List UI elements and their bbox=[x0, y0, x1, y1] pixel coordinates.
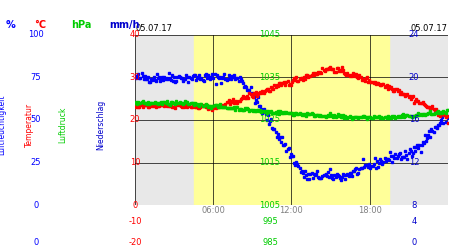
Text: 75: 75 bbox=[31, 73, 41, 82]
Text: 0: 0 bbox=[132, 200, 138, 209]
Text: 24: 24 bbox=[409, 30, 419, 40]
Text: 12: 12 bbox=[409, 158, 419, 167]
Text: 20: 20 bbox=[409, 73, 419, 82]
Text: 25: 25 bbox=[31, 158, 41, 167]
Text: mm/h: mm/h bbox=[109, 20, 140, 30]
Text: 0: 0 bbox=[33, 200, 39, 209]
Text: -10: -10 bbox=[128, 218, 142, 226]
Text: 05.07.17: 05.07.17 bbox=[411, 24, 448, 33]
Text: 1005: 1005 bbox=[260, 200, 280, 209]
Bar bbox=[194, 35, 389, 205]
Text: 05.07.17: 05.07.17 bbox=[135, 24, 172, 33]
Text: %: % bbox=[6, 20, 16, 30]
Text: 8: 8 bbox=[411, 200, 417, 209]
Text: 1035: 1035 bbox=[260, 73, 280, 82]
Text: Niederschlag: Niederschlag bbox=[97, 100, 106, 150]
Text: 30: 30 bbox=[130, 73, 140, 82]
Text: -20: -20 bbox=[128, 238, 142, 247]
Text: 16: 16 bbox=[409, 116, 419, 124]
Text: 10: 10 bbox=[130, 158, 140, 167]
Text: Luftdruck: Luftdruck bbox=[58, 107, 68, 143]
Text: 1015: 1015 bbox=[260, 158, 280, 167]
Text: 995: 995 bbox=[262, 218, 278, 226]
Text: °C: °C bbox=[35, 20, 46, 30]
Text: 1045: 1045 bbox=[260, 30, 280, 40]
Text: 1025: 1025 bbox=[260, 116, 280, 124]
Text: Temperatur: Temperatur bbox=[25, 103, 34, 147]
Text: 20: 20 bbox=[130, 116, 140, 124]
Text: 40: 40 bbox=[130, 30, 140, 40]
Text: 985: 985 bbox=[262, 238, 278, 247]
Text: 50: 50 bbox=[31, 116, 41, 124]
Text: 4: 4 bbox=[411, 218, 417, 226]
Text: hPa: hPa bbox=[71, 20, 91, 30]
Text: Luftfeuchtigkeit: Luftfeuchtigkeit bbox=[0, 95, 7, 155]
Text: 0: 0 bbox=[33, 238, 39, 247]
Text: 0: 0 bbox=[411, 238, 417, 247]
Text: 100: 100 bbox=[28, 30, 44, 40]
